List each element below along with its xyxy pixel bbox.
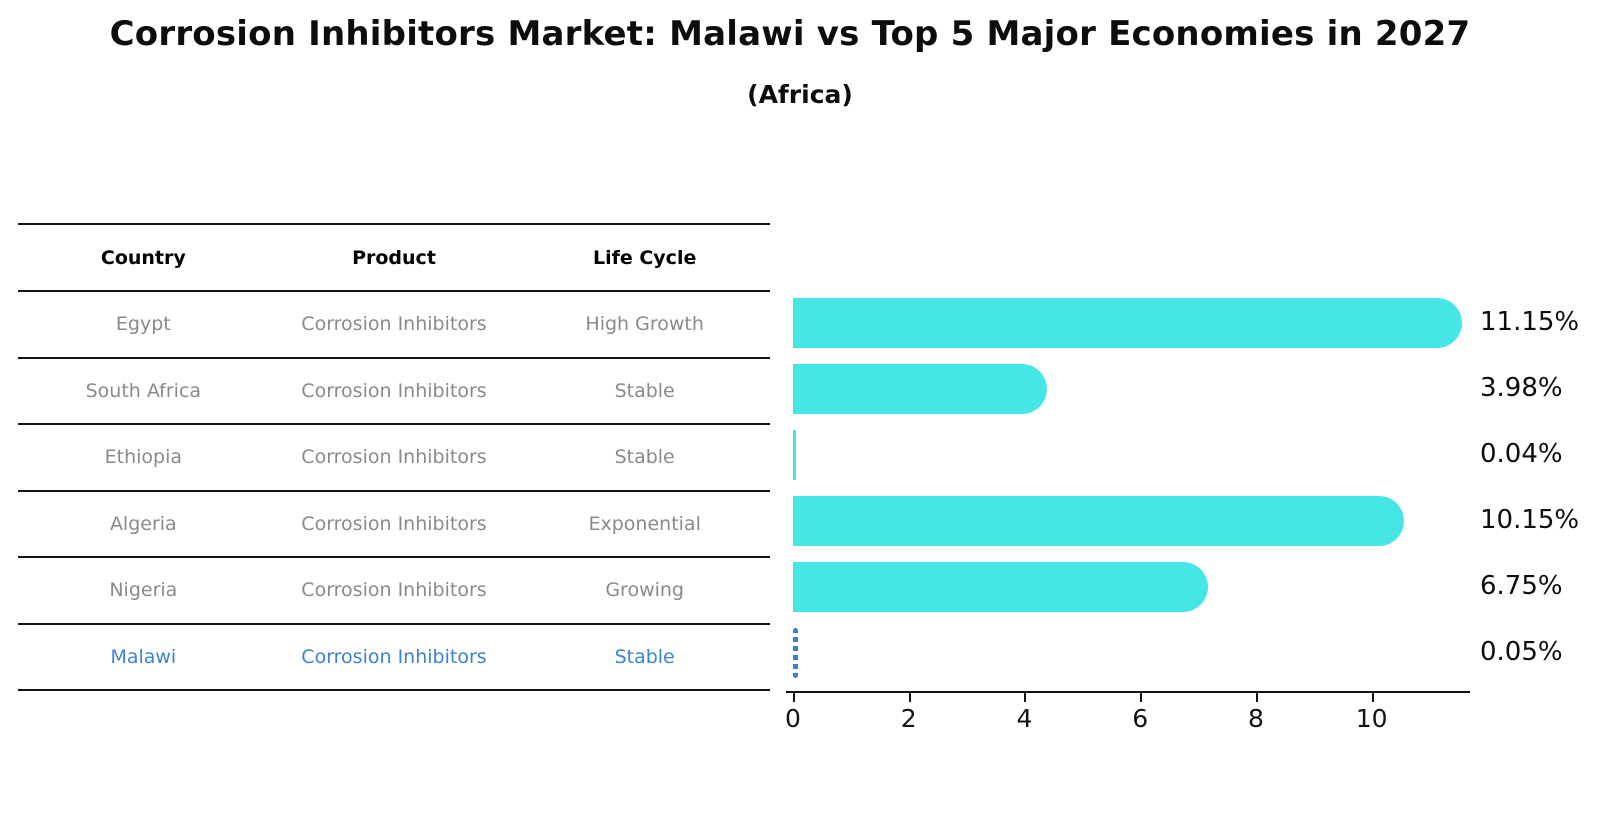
- x-tick-mark: [1140, 693, 1143, 702]
- x-tick-mark: [1255, 693, 1258, 702]
- table-cell-life-cycle: High Growth: [585, 313, 704, 336]
- table-cell-product: Corrosion Inhibitors: [301, 512, 487, 535]
- table-cell-product: Corrosion Inhibitors: [301, 579, 487, 602]
- chart-title: Corrosion Inhibitors Market: Malawi vs T…: [109, 14, 1471, 54]
- table-cell-life-cycle: Exponential: [588, 512, 701, 535]
- bar: [793, 496, 1405, 546]
- bar-highlight: [793, 628, 798, 678]
- bar-value-label: 10.15%: [1480, 505, 1580, 535]
- x-tick-label: 10: [1355, 704, 1388, 733]
- chart-subtitle: (Africa): [747, 80, 853, 109]
- bar-value-label: 0.05%: [1480, 637, 1563, 667]
- table-cell-life-cycle: Stable: [614, 446, 675, 469]
- x-tick-label: 8: [1247, 704, 1264, 733]
- bar-value-label: 6.75%: [1480, 571, 1563, 601]
- x-tick-mark: [1371, 693, 1374, 702]
- bar-row: 0.05%: [793, 620, 1563, 686]
- bar-chart: 11.15% 3.98% 0.04% 10.15% 6.75% 0.05% 0 2 4 6 8 10: [785, 290, 1579, 823]
- x-tick-label: 0: [785, 704, 801, 733]
- bar-value-label: 11.15%: [1480, 307, 1580, 337]
- x-tick-label: 2: [900, 704, 917, 733]
- table-cell-product: Corrosion Inhibitors: [301, 446, 487, 469]
- bar: [793, 430, 796, 480]
- country-table: Country Product Life Cycle Egypt Corrosio…: [18, 223, 770, 691]
- table-cell-product: Corrosion Inhibitors: [301, 379, 487, 402]
- table-body: Egypt Corrosion Inhibitors High Growth Sout…: [18, 292, 770, 691]
- table-cell-life-cycle: Growing: [605, 579, 684, 602]
- bar-row: 0.04%: [793, 422, 1563, 488]
- table-cell-country: Algeria: [109, 512, 177, 535]
- table-row: Egypt Corrosion Inhibitors High Growth: [18, 292, 770, 359]
- table-cell-life-cycle: Stable: [614, 645, 675, 668]
- bar-row: 3.98%: [793, 356, 1563, 422]
- x-tick-label: 6: [1132, 704, 1149, 733]
- table-header-life-cycle: Life Cycle: [592, 246, 697, 269]
- table-cell-country: Egypt: [115, 313, 171, 336]
- table-row: Ethiopia Corrosion Inhibitors Stable: [18, 425, 770, 492]
- table-cell-country: Malawi: [110, 645, 177, 668]
- table-cell-product: Corrosion Inhibitors: [301, 313, 487, 336]
- bar-row: 6.75%: [793, 554, 1563, 620]
- x-axis-line: [786, 691, 1470, 693]
- table-cell-product: Corrosion Inhibitors: [301, 645, 487, 668]
- bar: [793, 562, 1208, 612]
- table-header-row: Country Product Life Cycle: [18, 223, 770, 292]
- x-tick-mark: [1024, 693, 1027, 702]
- table-cell-country: Ethiopia: [104, 446, 183, 469]
- bar-value-label: 0.04%: [1480, 439, 1563, 469]
- table-row: Malawi Corrosion Inhibitors Stable: [18, 625, 770, 691]
- bar-row: 11.15%: [793, 290, 1579, 356]
- bar: [793, 298, 1463, 348]
- table-cell-country: South Africa: [85, 379, 202, 402]
- x-tick-mark: [908, 693, 911, 702]
- table-cell-country: Nigeria: [109, 579, 178, 602]
- x-tick-label: 4: [1016, 704, 1033, 733]
- table-header-country: Country: [100, 246, 186, 269]
- table-row: Nigeria Corrosion Inhibitors Growing: [18, 558, 770, 625]
- x-tick-mark: [793, 693, 795, 702]
- bar: [793, 364, 1048, 414]
- table-row: South Africa Corrosion Inhibitors Stable: [18, 359, 770, 425]
- table-row: Algeria Corrosion Inhibitors Exponential: [18, 492, 770, 558]
- bar-value-label: 3.98%: [1480, 373, 1563, 403]
- table-header-product: Product: [352, 246, 436, 269]
- bar-row: 10.15%: [793, 488, 1579, 554]
- table-cell-life-cycle: Stable: [614, 379, 675, 402]
